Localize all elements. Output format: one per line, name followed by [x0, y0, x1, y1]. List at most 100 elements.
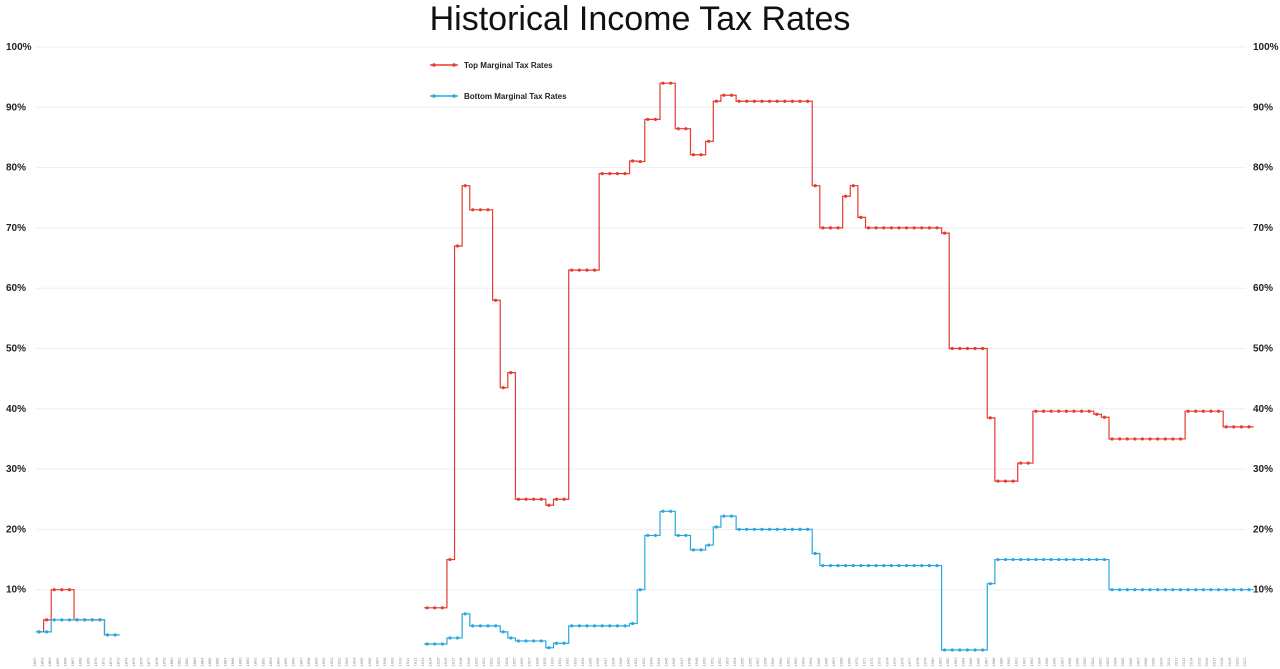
data-point	[874, 226, 878, 230]
data-point	[729, 514, 734, 518]
data-point	[608, 172, 612, 176]
data-point	[942, 231, 947, 235]
data-point	[821, 563, 825, 568]
data-point	[958, 648, 962, 652]
data-point	[745, 527, 749, 532]
data-point	[1019, 461, 1023, 465]
data-point	[494, 624, 498, 628]
x-tick-label: 1966	[823, 657, 828, 667]
x-tick-label: 1993	[1029, 657, 1034, 667]
x-tick-label: 1890	[245, 657, 250, 667]
x-tick-label: 1881	[177, 657, 182, 667]
x-tick-label: 1944	[656, 657, 661, 667]
x-tick-label: 1955	[740, 657, 745, 667]
x-tick-label: 1866	[62, 657, 67, 667]
data-point	[1194, 409, 1198, 413]
data-point	[821, 226, 825, 230]
x-tick-label: 1970	[854, 657, 859, 667]
x-tick-label: 1941	[633, 657, 638, 667]
data-point	[950, 346, 954, 351]
x-tick-label: 1956	[747, 657, 752, 667]
data-point	[1186, 409, 1190, 413]
data-point	[798, 99, 802, 103]
data-point	[691, 548, 696, 552]
x-tick-label: 1959	[770, 657, 775, 667]
data-point	[676, 533, 680, 538]
data-point	[669, 509, 673, 513]
data-point	[463, 612, 467, 616]
data-point	[547, 646, 551, 650]
data-point	[950, 648, 954, 652]
x-tick-label: 1937	[603, 657, 608, 667]
data-point	[927, 226, 931, 230]
x-tick-label: 1979	[922, 657, 927, 667]
data-point	[1239, 588, 1243, 592]
x-tick-label: 2002	[1097, 657, 1102, 667]
x-tick-label: 1946	[671, 657, 676, 667]
x-tick-label: 1901	[329, 657, 334, 667]
data-point	[707, 543, 711, 547]
data-point	[684, 533, 688, 538]
x-tick-label: 1942	[641, 657, 646, 667]
data-point	[524, 639, 528, 643]
data-point	[935, 563, 939, 568]
data-point	[539, 639, 543, 643]
x-tick-label: 1870	[93, 657, 98, 667]
y-tick-label: 30%	[6, 464, 26, 475]
x-tick-label: 1908	[382, 657, 387, 667]
data-point	[973, 346, 977, 351]
x-tick-label: 1923	[496, 657, 501, 667]
x-tick-label: 1972	[869, 657, 874, 667]
x-tick-label: 2012	[1174, 657, 1179, 667]
data-point	[630, 159, 635, 163]
series-group	[36, 81, 1254, 652]
data-point	[448, 557, 452, 562]
data-point	[501, 386, 505, 390]
series-line	[424, 510, 1254, 651]
data-point	[433, 606, 437, 610]
data-point	[935, 226, 939, 230]
y-tick-label: 20%	[6, 524, 26, 535]
x-tick-label: 1968	[839, 657, 844, 667]
data-point	[996, 479, 1000, 483]
x-tick-label: 1865	[55, 657, 60, 667]
x-tick-label: 1963	[801, 657, 806, 667]
data-point	[882, 226, 886, 230]
x-tick-label: 1889	[237, 657, 242, 667]
x-tick-label: 1867	[70, 657, 75, 667]
data-point	[912, 563, 916, 568]
data-point	[646, 117, 650, 121]
x-tick-label: 1891	[253, 657, 258, 667]
x-tick-label: 1940	[626, 657, 631, 667]
x-tick-label: 2001	[1090, 657, 1095, 667]
x-tick-label: 1893	[268, 657, 273, 667]
x-tick-label: 1862	[32, 657, 37, 667]
data-point	[1224, 425, 1228, 429]
x-tick-label: 1897	[298, 657, 303, 667]
legend-marker	[452, 94, 456, 98]
data-point	[52, 618, 56, 622]
x-tick-label: 1986	[976, 657, 981, 667]
data-point	[615, 624, 619, 628]
y-axis-left: 10% 20% 30% 40% 50% 60% 70% 80% 90% 100%	[6, 42, 32, 596]
data-point	[75, 618, 79, 622]
data-point	[1057, 409, 1061, 413]
data-point	[532, 497, 536, 501]
data-point	[1034, 409, 1038, 413]
y-tick-label: 90%	[1253, 102, 1273, 113]
x-tick-label: 2005	[1120, 657, 1125, 667]
data-point	[904, 226, 909, 230]
data-point	[988, 582, 992, 586]
data-point	[806, 527, 810, 532]
y-tick-label: 60%	[6, 283, 26, 294]
data-point	[737, 99, 741, 103]
y-tick-label: 30%	[1253, 464, 1273, 475]
x-tick-label: 1918	[458, 657, 463, 667]
data-point	[425, 606, 429, 610]
data-point	[1079, 409, 1084, 413]
data-point	[927, 563, 931, 568]
x-tick-label: 1922	[489, 657, 494, 667]
x-tick-label: 1984	[960, 657, 965, 667]
data-point	[98, 618, 102, 622]
data-point	[775, 527, 779, 532]
